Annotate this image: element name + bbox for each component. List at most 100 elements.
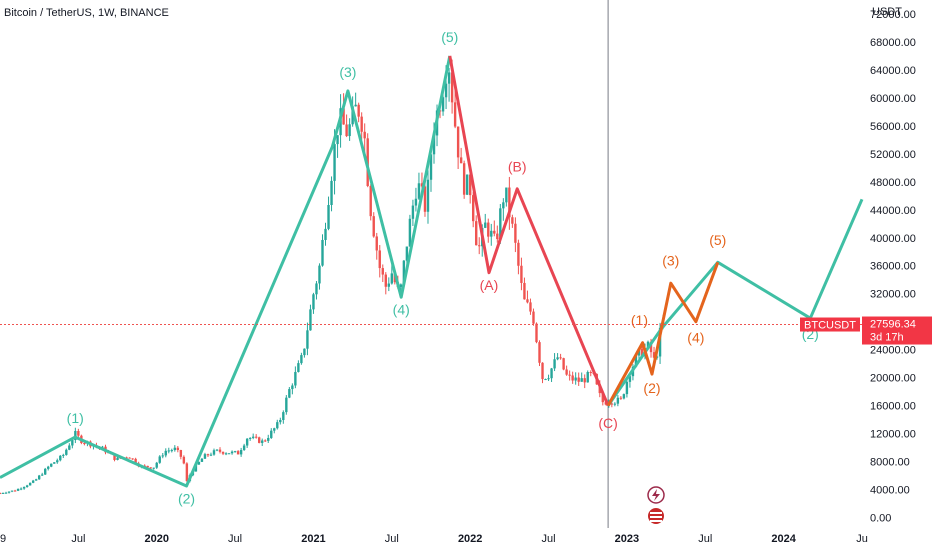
candle-body [270,430,273,438]
candle-body [493,230,496,234]
candle-body [487,222,490,237]
candles-layer [0,59,665,495]
price-axis[interactable]: 0.00 4000.00 8000.00 12000.00 16000.00 20000.… [870,9,916,525]
time-axis[interactable]: 19 Jul 2020 Jul 2021 Jul 2022 Jul 2023 Jul 2024 Ju [0,533,868,545]
candle-body [59,455,62,461]
candle-body [167,450,170,452]
candle-body [318,265,321,284]
candle-body [315,283,318,295]
time-tick-label: Jul [228,533,242,545]
price-tick-label: 48000.00 [870,177,916,189]
candle-body [402,260,406,285]
candle-countdown: 3d 17h [870,332,904,344]
candle-body [71,440,74,446]
us-flag-icon[interactable] [648,508,664,524]
candle-body [526,299,529,303]
candle-body [44,468,47,475]
candle-body [34,479,38,481]
candle-body [432,135,436,155]
candle-body [544,379,547,381]
candle-body [10,490,14,492]
price-tick-label: 68000.00 [870,37,916,49]
candle-body [468,174,472,196]
candle-body [0,493,2,495]
wave-line-red_corrective[interactable] [448,55,610,407]
candle-body [297,363,300,372]
price-tick-label: 60000.00 [870,93,916,105]
candle-body [77,430,80,436]
wave-label: (C) [598,415,617,431]
wave-line-green_projection[interactable] [606,198,864,407]
candle-body [420,183,424,187]
wave-labels-layer: (1)(2)(3)(4)(5)(A)(B)(C)(1)(2)(3)(4)(5)(… [67,29,819,507]
price-tick-label: 40000.00 [870,233,916,245]
candle-body [203,454,207,459]
wave-line-green_primary[interactable] [0,55,452,488]
time-tick-label: 2023 [615,533,639,545]
candle-body [484,222,487,228]
time-tick-label: Ju [856,533,868,545]
time-tick-label: Jul [542,533,556,545]
wave-label: (A) [480,277,499,293]
candle-body [125,457,128,459]
wave-label: (2) [178,491,195,507]
candle-body [613,403,617,405]
price-tick-label: 16000.00 [870,401,916,413]
candle-body [649,341,653,353]
candle-body [505,187,508,203]
symbol-badge [800,317,860,332]
candle-body [508,187,511,218]
candle-body [164,450,167,456]
candle-body [462,163,466,195]
candle-body [239,450,243,455]
price-tick-label: 52000.00 [870,149,916,161]
candle-body [586,372,589,383]
wave-label: (3) [662,253,679,269]
candle-body [562,358,565,370]
candle-body [375,236,378,251]
candle-body [559,357,562,359]
candle-body [465,174,469,195]
symbol-label: BTCUSDT [804,320,856,332]
candle-body [550,368,553,379]
candle-body [399,284,403,288]
candle-body [221,451,225,454]
candle-body [215,449,219,451]
candle-body [423,186,427,212]
candle-body [170,450,173,452]
candle-body [152,467,155,469]
candle-body [538,342,541,363]
candle-body [279,420,282,423]
wave-label: (2) [643,380,660,396]
candle-body [541,362,544,380]
candle-body [348,124,351,137]
price-tick-label: 20000.00 [870,373,916,385]
candle-body [312,294,315,310]
candle-body [179,450,183,457]
candle-body [113,454,116,460]
price-tick-label: 0.00 [870,513,891,525]
candle-body [230,451,234,454]
candle-body [194,464,198,472]
candle-body [291,385,294,390]
candle-body [565,369,568,375]
candle-body [411,205,415,219]
time-tick-label: Jul [698,533,712,545]
candle-body [31,480,35,483]
candle-body [471,195,475,222]
price-tick-label: 32000.00 [870,289,916,301]
candle-body [251,436,255,438]
candle-body [182,456,186,464]
candle-body [342,108,345,125]
candle-body [336,135,339,145]
lightning-icon[interactable] [647,486,665,504]
candle-body [426,179,430,212]
candle-body [173,447,177,451]
candle-body [459,157,463,164]
candle-body [574,377,577,381]
candle-body [276,422,279,429]
candle-body [74,430,77,441]
wave-line-orange_subwaves[interactable] [606,261,720,407]
price-tick-label: 8000.00 [870,457,910,469]
